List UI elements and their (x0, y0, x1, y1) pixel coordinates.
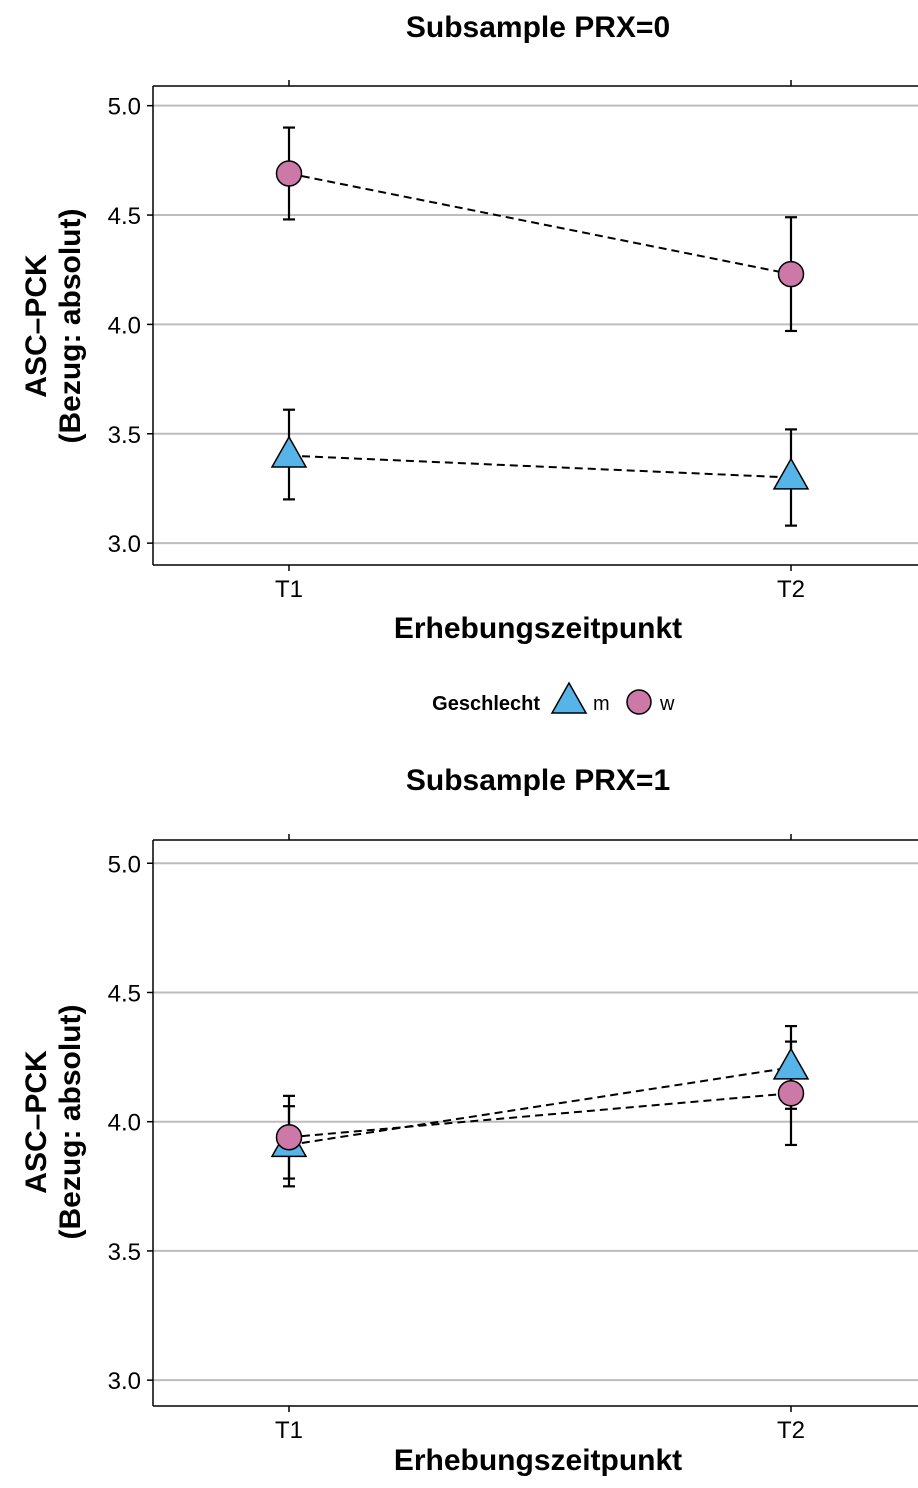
point-1-w-1 (777, 260, 805, 288)
x-axis-title-1: Erhebungszeitpunkt (394, 612, 682, 645)
y-tick-label-1-1: 3.5 (108, 422, 141, 449)
series-line-1-w (288, 172, 792, 276)
legend-triangle-icon (550, 681, 588, 714)
x-axis-title-2: Erhebungszeitpunkt (394, 1444, 682, 1477)
y-tick-label-1-4: 5.0 (108, 94, 141, 121)
plot-panel-1: 3.0 3.5 4.0 4.5 5.0 T1 T2 (108, 80, 918, 603)
x-tick-label-2-0: T1 (275, 1417, 303, 1444)
legend-circle-icon (626, 689, 652, 715)
series-line-2-w (288, 1092, 792, 1139)
y-tick-label-2-0: 3.0 (108, 1368, 141, 1395)
legend-label-w: w (659, 693, 675, 715)
point-2-w-0 (275, 1123, 303, 1151)
point-2-m-1 (772, 1047, 810, 1080)
point-1-m-0 (270, 435, 308, 468)
point-1-w-0 (275, 160, 303, 187)
point-1-m-1 (772, 457, 810, 490)
x-tick-label-1-0: T1 (275, 576, 303, 603)
y-axis-title-1-line2: (Bezug: absolut) (54, 209, 87, 444)
y-axis-title-1-line1: ASC–PCK (20, 254, 53, 398)
y-tick-label-1-3: 4.5 (108, 203, 141, 230)
chart-title-1: Subsample PRX=0 (406, 11, 670, 44)
y-tick-label-1-0: 3.0 (108, 531, 141, 558)
chart-title-2: Subsample PRX=1 (406, 764, 670, 797)
y-tick-label-2-2: 4.0 (108, 1110, 141, 1137)
legend: Geschlecht m w (432, 681, 675, 715)
series-line-1-m (288, 454, 792, 479)
y-tick-label-1-2: 4.0 (108, 312, 141, 339)
x-tick-label-2-1: T2 (777, 1417, 805, 1444)
series-line-2-m (288, 1066, 792, 1146)
legend-title: Geschlecht (432, 693, 540, 715)
legend-label-m: m (593, 693, 610, 715)
y-axis-title-2-line1: ASC–PCK (20, 1050, 53, 1194)
plot-panel-2: 3.0 3.5 4.0 4.5 5.0 T1 T2 (108, 834, 918, 1444)
y-tick-label-2-4: 5.0 (108, 851, 141, 878)
point-2-w-1 (777, 1080, 805, 1107)
y-tick-label-2-3: 4.5 (108, 980, 141, 1007)
y-axis-title-2-line2: (Bezug: absolut) (54, 1005, 87, 1240)
y-tick-label-2-1: 3.5 (108, 1239, 141, 1266)
x-tick-label-1-1: T2 (777, 576, 805, 603)
